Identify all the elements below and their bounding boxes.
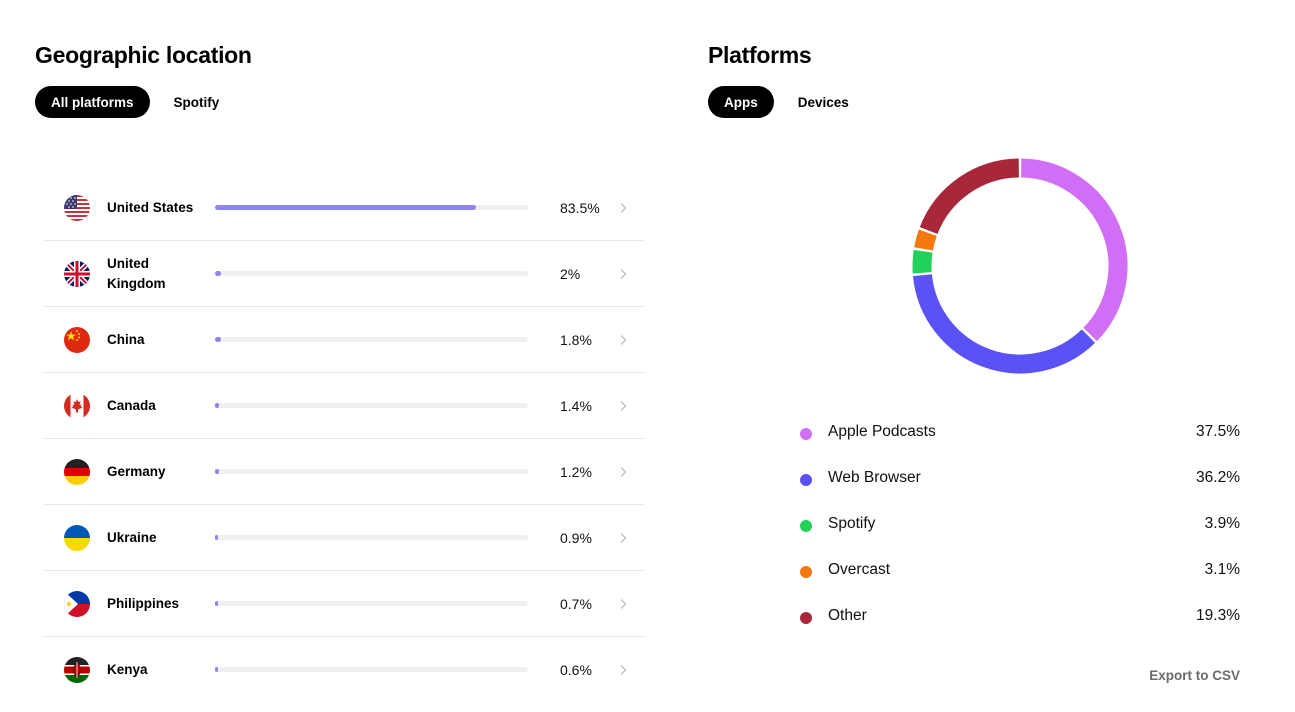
platforms-panel: Platforms Apps Devices Apple Podcasts 37.… (708, 0, 1268, 712)
country-row-canada[interactable]: Canada 1.4% (43, 373, 645, 439)
tab-spotify[interactable]: Spotify (158, 86, 236, 118)
country-name: United Kingdom (107, 256, 166, 291)
flag-ke-icon (64, 657, 90, 683)
country-percent: 83.5% (560, 200, 600, 216)
flag-de-icon (64, 459, 90, 485)
geographic-location-panel: Geographic location All platforms Spotif… (35, 0, 645, 712)
legend-label: Overcast (828, 561, 891, 578)
donut-slice-apple-podcasts[interactable] (1020, 158, 1128, 342)
donut-slice-spotify[interactable] (912, 249, 933, 274)
country-row-kenya[interactable]: Kenya 0.6% (43, 637, 645, 703)
country-percent: 1.2% (560, 464, 592, 480)
chevron-right-icon (620, 466, 627, 478)
country-row-ukraine[interactable]: Ukraine 0.9% (43, 505, 645, 571)
country-list: United States 83.5% United Kingdom 2% (43, 175, 645, 703)
platforms-legend: Apple Podcasts 37.5% Web Browser 36.2% Spoti… (800, 410, 1240, 640)
share-bar-track (215, 469, 528, 474)
share-bar-fill (215, 271, 222, 276)
share-bar-fill (215, 667, 218, 672)
legend-item-apple-podcasts: Apple Podcasts 37.5% (800, 410, 1240, 456)
legend-dot-icon (800, 566, 812, 578)
flag-us-icon (64, 195, 90, 221)
tab-apps[interactable]: Apps (708, 86, 774, 118)
donut-slice-overcast[interactable] (914, 229, 937, 251)
share-bar-track (215, 337, 528, 342)
geo-title: Geographic location (35, 42, 252, 68)
flag-ua-icon (64, 525, 90, 551)
legend-item-spotify: Spotify 3.9% (800, 502, 1240, 548)
share-bar-track (215, 601, 528, 606)
legend-item-overcast: Overcast 3.1% (800, 548, 1240, 594)
share-bar-track (215, 271, 528, 276)
legend-dot-icon (800, 520, 812, 532)
flag-ph-icon (64, 591, 90, 617)
country-percent: 0.7% (560, 596, 592, 612)
share-bar-fill (215, 337, 221, 342)
country-row-united-states[interactable]: United States 83.5% (43, 175, 645, 241)
platforms-tabs: Apps Devices (708, 86, 865, 118)
country-name: Ukraine (107, 530, 157, 545)
donut-slice-other[interactable] (919, 158, 1020, 235)
legend-value: 3.1% (1204, 561, 1240, 578)
share-bar-track (215, 667, 528, 672)
donut-slice-web-browser[interactable] (912, 274, 1096, 374)
country-row-china[interactable]: China 1.8% (43, 307, 645, 373)
country-name: China (107, 332, 145, 347)
country-name: Kenya (107, 662, 148, 677)
legend-item-other: Other 19.3% (800, 594, 1240, 640)
chevron-right-icon (620, 400, 627, 412)
share-bar-fill (215, 403, 220, 408)
chevron-right-icon (620, 268, 627, 280)
chevron-right-icon (620, 598, 627, 610)
country-name: Philippines (107, 596, 180, 611)
platforms-donut-chart (912, 158, 1128, 374)
country-percent: 0.6% (560, 662, 592, 678)
legend-label: Apple Podcasts (828, 423, 936, 440)
legend-label: Web Browser (828, 469, 921, 486)
legend-value: 36.2% (1196, 469, 1240, 486)
share-bar-fill (215, 601, 218, 606)
chevron-right-icon (620, 202, 627, 214)
share-bar-track (215, 403, 528, 408)
legend-value: 3.9% (1204, 515, 1240, 532)
country-row-philippines[interactable]: Philippines 0.7% (43, 571, 645, 637)
country-row-germany[interactable]: Germany 1.2% (43, 439, 645, 505)
chevron-right-icon (620, 664, 627, 676)
geo-tabs: All platforms Spotify (35, 86, 235, 118)
legend-label: Spotify (828, 515, 876, 532)
legend-dot-icon (800, 428, 812, 440)
share-bar-fill (215, 535, 218, 540)
country-percent: 1.8% (560, 332, 592, 348)
share-bar-fill (215, 205, 477, 210)
share-bar-track (215, 205, 528, 210)
country-name: Canada (107, 398, 156, 413)
share-bar-track (215, 535, 528, 540)
country-percent: 0.9% (560, 530, 592, 546)
country-name: Germany (107, 464, 166, 479)
legend-value: 19.3% (1196, 607, 1240, 624)
flag-cn-icon (64, 327, 90, 353)
country-name: United States (107, 200, 194, 215)
legend-dot-icon (800, 474, 812, 486)
legend-label: Other (828, 607, 867, 624)
share-bar-fill (215, 469, 219, 474)
export-csv-link[interactable]: Export to CSV (1149, 668, 1240, 683)
country-percent: 1.4% (560, 398, 592, 414)
chevron-right-icon (620, 532, 627, 544)
legend-item-web-browser: Web Browser 36.2% (800, 456, 1240, 502)
flag-ca-icon (64, 393, 90, 419)
chevron-right-icon (620, 334, 627, 346)
legend-value: 37.5% (1196, 423, 1240, 440)
platforms-title: Platforms (708, 42, 812, 68)
country-row-united-kingdom[interactable]: United Kingdom 2% (43, 241, 645, 307)
tab-all-platforms[interactable]: All platforms (35, 86, 150, 118)
country-percent: 2% (560, 266, 581, 282)
flag-uk-icon (64, 261, 90, 287)
legend-dot-icon (800, 612, 812, 624)
tab-devices[interactable]: Devices (782, 86, 865, 118)
